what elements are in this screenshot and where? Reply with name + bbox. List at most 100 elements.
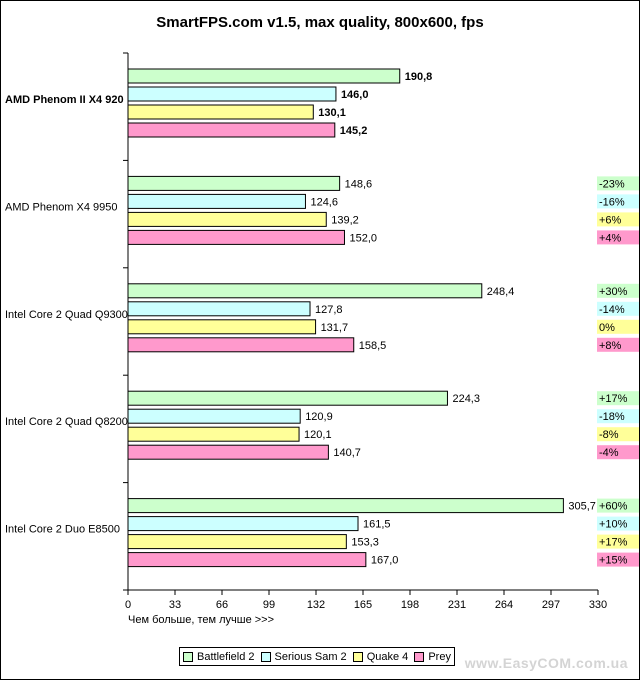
delta-badge-battlefield-2-intel-core-2-duo-e8500 [597,498,639,513]
delta-label-quake-4-intel-core-2-quad-q9300: 0% [599,322,615,334]
value-label-prey-amd-phenom-ii-x4-920: 145,2 [340,125,368,137]
legend-swatch-serious-sam-2 [260,651,271,662]
value-label-prey-intel-core-2-quad-q9300: 158,5 [359,340,387,352]
value-label-battlefield-2-amd-phenom-x4-9950: 148,6 [345,178,373,190]
delta-label-battlefield-2-intel-core-2-duo-e8500: +60% [599,501,628,513]
delta-badge-serious-sam-2-amd-phenom-x4-9950 [597,194,639,209]
x-tick-label: 231 [448,599,466,611]
delta-label-prey-intel-core-2-quad-q8200: -4% [599,447,619,459]
delta-badge-prey-amd-phenom-x4-9950 [597,230,639,245]
x-tick-label: 0 [125,599,131,611]
x-tick-label: 198 [401,599,419,611]
value-label-battlefield-2-intel-core-2-quad-q8200: 224,3 [452,393,480,405]
bar-serious-sam-2-intel-core-2-quad-q9300 [127,301,311,317]
legend-label-battlefield-2: Battlefield 2 [197,650,255,663]
bar-prey-intel-core-2-quad-q9300 [127,337,355,353]
watermark: www.EasyCOM.com.ua [464,655,628,671]
delta-label-battlefield-2-amd-phenom-x4-9950: -23% [599,178,625,190]
value-label-prey-amd-phenom-x4-9950: 152,0 [349,232,377,244]
value-label-serious-sam-2-amd-phenom-x4-9950: 124,6 [310,196,338,208]
bar-prey-intel-core-2-quad-q8200 [127,444,329,460]
legend-swatch-prey [414,651,425,662]
value-label-serious-sam-2-amd-phenom-ii-x4-920: 146,0 [341,89,369,101]
delta-label-serious-sam-2-intel-core-2-duo-e8500: +10% [599,519,628,531]
delta-label-quake-4-amd-phenom-x4-9950: +6% [599,214,622,226]
x-tick-label: 297 [542,599,560,611]
delta-badge-prey-intel-core-2-quad-q8200 [597,445,639,460]
delta-label-battlefield-2-intel-core-2-quad-q9300: +30% [599,286,628,298]
delta-label-prey-amd-phenom-x4-9950: +4% [599,232,622,244]
bar-serious-sam-2-amd-phenom-ii-x4-920 [127,86,337,102]
bar-battlefield-2-amd-phenom-x4-9950 [127,175,341,191]
category-label-intel-core-2-duo-e8500: Intel Core 2 Duo E8500 [5,524,120,536]
bar-serious-sam-2-intel-core-2-duo-e8500 [127,516,359,532]
category-label-amd-phenom-ii-x4-920: AMD Phenom II X4 920 [5,94,124,106]
legend-swatch-quake-4 [352,651,363,662]
bar-battlefield-2-amd-phenom-ii-x4-920 [127,68,401,84]
delta-label-serious-sam-2-intel-core-2-quad-q9300: -14% [599,304,625,316]
delta-badge-quake-4-intel-core-2-quad-q8200 [597,427,639,442]
bar-battlefield-2-intel-core-2-quad-q8200 [127,390,448,406]
delta-label-prey-intel-core-2-duo-e8500: +15% [599,555,628,567]
legend-item-quake-4: Quake 4 [352,651,408,663]
legend: Battlefield 2 Serious Sam 2 Quake 4 Prey [179,647,455,666]
bar-prey-intel-core-2-duo-e8500 [127,552,367,568]
x-tick-label: 33 [169,599,181,611]
delta-label-serious-sam-2-amd-phenom-x4-9950: -16% [599,196,625,208]
value-label-battlefield-2-amd-phenom-ii-x4-920: 190,8 [405,71,433,83]
delta-label-battlefield-2-intel-core-2-quad-q8200: +17% [599,393,628,405]
x-tick-label: 264 [495,599,513,611]
delta-badge-battlefield-2-intel-core-2-quad-q9300 [597,283,639,298]
delta-badge-battlefield-2-amd-phenom-x4-9950 [597,176,639,191]
bar-quake-4-intel-core-2-duo-e8500 [127,534,347,550]
category-label-intel-core-2-quad-q9300: Intel Core 2 Quad Q9300 [5,309,128,321]
x-tick-label: 99 [263,599,275,611]
delta-label-prey-intel-core-2-quad-q9300: +8% [599,340,622,352]
value-label-serious-sam-2-intel-core-2-quad-q9300: 127,8 [315,304,343,316]
delta-badge-prey-intel-core-2-duo-e8500 [597,552,639,567]
legend-item-prey: Prey [414,651,451,663]
bar-serious-sam-2-intel-core-2-quad-q8200 [127,408,301,424]
legend-swatch-battlefield-2 [183,651,194,662]
x-tick-label: 330 [589,599,607,611]
bar-chart: 0 33 66 99 132 165 198 231 264 297 330 Чем больше, … [5,52,639,626]
bar-prey-amd-phenom-ii-x4-920 [127,122,336,138]
delta-badge-serious-sam-2-intel-core-2-quad-q9300 [597,301,639,316]
delta-label-quake-4-intel-core-2-duo-e8500: +17% [599,537,628,549]
delta-badge-quake-4-intel-core-2-duo-e8500 [597,534,639,549]
value-label-quake-4-amd-phenom-x4-9950: 139,2 [331,214,359,226]
bar-quake-4-intel-core-2-quad-q8200 [127,426,300,442]
value-label-quake-4-intel-core-2-quad-q9300: 131,7 [321,322,349,334]
legend-item-battlefield-2: Battlefield 2 [183,650,255,663]
value-label-battlefield-2-intel-core-2-quad-q9300: 248,4 [487,286,515,298]
delta-badge-prey-intel-core-2-quad-q9300 [597,337,639,352]
x-tick-label: 66 [216,599,228,611]
delta-label-serious-sam-2-intel-core-2-quad-q8200: -18% [599,411,625,423]
delta-label-quake-4-intel-core-2-quad-q8200: -8% [599,429,619,441]
value-label-prey-intel-core-2-duo-e8500: 167,0 [371,555,399,567]
category-label-amd-phenom-x4-9950: AMD Phenom X4 9950 [5,201,118,213]
x-axis-label: Чем больше, тем лучше >>> [128,614,274,626]
delta-badge-serious-sam-2-intel-core-2-duo-e8500 [597,516,639,531]
delta-badge-serious-sam-2-intel-core-2-quad-q8200 [597,409,639,424]
value-label-serious-sam-2-intel-core-2-duo-e8500: 161,5 [363,519,391,531]
legend-label-serious-sam-2: Serious Sam 2 [274,650,347,663]
bar-quake-4-amd-phenom-ii-x4-920 [127,104,314,120]
bar-quake-4-intel-core-2-quad-q9300 [127,319,317,335]
delta-badge-battlefield-2-intel-core-2-quad-q8200 [597,391,639,406]
value-label-serious-sam-2-intel-core-2-quad-q8200: 120,9 [305,411,333,423]
bar-prey-amd-phenom-x4-9950 [127,229,345,245]
value-label-quake-4-intel-core-2-duo-e8500: 153,3 [351,537,379,549]
bar-battlefield-2-intel-core-2-quad-q9300 [127,283,483,299]
value-label-battlefield-2-intel-core-2-duo-e8500: 305,7 [568,501,596,513]
chart-title: SmartFPS.com v1.5, max quality, 800x600,… [156,14,484,31]
legend-label-prey: Prey [428,650,451,663]
value-label-prey-intel-core-2-quad-q8200: 140,7 [333,447,361,459]
x-tick-label: 165 [354,599,372,611]
delta-badge-quake-4-intel-core-2-quad-q9300 [597,319,639,334]
x-tick-label: 132 [307,599,325,611]
legend-item-serious-sam-2: Serious Sam 2 [260,650,347,663]
bar-battlefield-2-intel-core-2-duo-e8500 [127,498,564,514]
value-label-quake-4-intel-core-2-quad-q8200: 120,1 [304,429,332,441]
delta-badge-quake-4-amd-phenom-x4-9950 [597,212,639,227]
